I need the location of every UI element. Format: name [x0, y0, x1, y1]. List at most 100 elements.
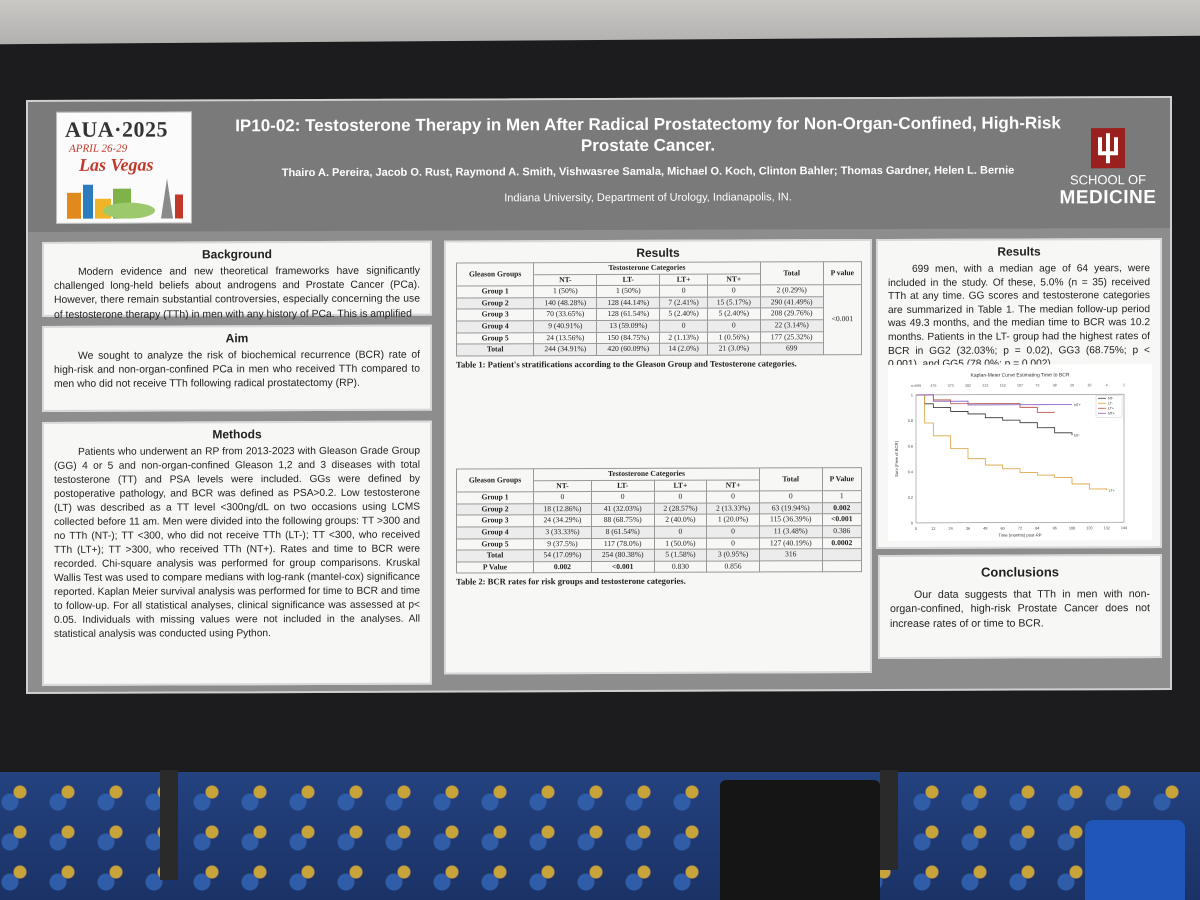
- table-2-col-nt-plus: NT+: [706, 479, 760, 492]
- at-risk-label: 107: [1017, 384, 1023, 388]
- y-tick-label: 1: [911, 393, 913, 397]
- table-cell: 21 (3.0%): [707, 343, 761, 355]
- y-axis-label: Surv (Free of BCR): [894, 440, 899, 476]
- table-cell: 128 (61.54%): [596, 308, 660, 321]
- at-risk-label: 479: [930, 384, 936, 388]
- km-series-2: [916, 394, 1055, 413]
- table-cell: 3 (33.33%): [533, 526, 592, 539]
- methods-text: Patients who underwent an RP from 2013-2…: [54, 445, 420, 640]
- km-series-1: [916, 394, 1108, 491]
- table-cell: 0.0002: [822, 537, 862, 549]
- research-poster: AUA·2025 APRIL 26-29 Las Vegas IP10-02: …: [26, 95, 1172, 695]
- table-cell: <0.001: [591, 561, 655, 573]
- table-cell: 140 (48.28%): [533, 297, 597, 310]
- table-cell: 316: [759, 548, 823, 561]
- table-cell: 0: [533, 491, 592, 504]
- row-label: Group 3: [456, 309, 534, 321]
- y-tick-label: 0.8: [908, 419, 913, 423]
- table-cell: 115 (36.39%): [759, 514, 823, 526]
- aua-logo-dates: APRIL 26-29: [69, 142, 128, 155]
- results-tables-heading: Results: [636, 245, 680, 260]
- table-2-grid: Gleason Groups Testosterone Categories T…: [456, 467, 862, 574]
- iu-logo-line2: MEDICINE: [1059, 187, 1157, 209]
- results-tables-panel: Results Gleason Groups Testosterone Cate…: [444, 239, 872, 675]
- table-cell: 150 (84.75%): [596, 331, 660, 344]
- legend-label: NT-: [1108, 397, 1115, 401]
- table-cell: 2 (1.13%): [659, 331, 708, 344]
- table-cell: 9 (40.91%): [533, 320, 597, 333]
- table-cell: 24 (34.29%): [533, 514, 592, 527]
- table-2-gleason-header: Gleason Groups: [456, 468, 534, 493]
- table-cell: 699: [760, 342, 824, 355]
- table-row: Total 244 (34.91%) 420 (60.09%) 14 (2.0%) 21…: [456, 342, 862, 356]
- poster-header: AUA·2025 APRIL 26-29 Las Vegas IP10-02: …: [28, 98, 1170, 232]
- legend-label: LT-: [1108, 402, 1114, 406]
- poster-affiliation: Indiana University, Department of Urolog…: [504, 191, 792, 205]
- results-text-heading: Results: [997, 244, 1041, 259]
- table-cell: <0.001: [822, 513, 862, 526]
- series-end-label: NT+: [1074, 403, 1081, 407]
- table-cell: 1 (0.56%): [707, 331, 761, 344]
- table-cell: 5 (2.40%): [659, 308, 708, 321]
- table-cell: 1 (50%): [533, 285, 597, 298]
- table-cell: 9 (37.5%): [533, 538, 592, 550]
- table-cell: 0.386: [822, 525, 862, 538]
- x-tick-label: 72: [1018, 527, 1022, 531]
- conclusions-text: Our data suggests that TTh in men with n…: [890, 588, 1150, 630]
- x-tick-label: 132: [1103, 526, 1109, 530]
- table-cell: 0.856: [706, 560, 760, 573]
- x-tick-label: 0: [915, 527, 917, 531]
- table-cell: 0: [654, 526, 707, 538]
- row-label: Group 3: [456, 515, 534, 527]
- table-cell: 208 (29.76%): [760, 308, 824, 320]
- table-cell: 1 (20.0%): [706, 514, 760, 527]
- aua-conference-logo: AUA·2025 APRIL 26-29 Las Vegas: [56, 111, 192, 224]
- table-cell: 0: [707, 285, 761, 297]
- km-series-0: [916, 394, 1073, 436]
- table-cell: 2 (28.57%): [654, 502, 707, 515]
- results-text-panel: Results 699 men, with a median age of 64…: [876, 238, 1162, 550]
- table-1-col-nt-minus: NT-: [533, 274, 597, 286]
- plot-frame: [915, 393, 1125, 524]
- carpet-floor: [0, 772, 1200, 900]
- row-label: Group 2: [456, 297, 534, 310]
- chart-title: Kaplan-Meier Curve Estimating Time to BC…: [971, 372, 1070, 378]
- table-cell: 14 (2.0%): [659, 343, 708, 356]
- board-leg-right: [880, 770, 898, 870]
- table-cell-empty: [822, 560, 862, 573]
- table-cell: 290 (41.49%): [760, 296, 824, 309]
- x-tick-label: 84: [1035, 526, 1039, 530]
- results-text-body: 699 men, with a median age of 64 years, …: [888, 263, 1150, 370]
- x-tick-label: 48: [983, 527, 987, 531]
- at-risk-label: 373: [948, 384, 954, 388]
- x-tick-label: 60: [1001, 527, 1005, 531]
- at-risk-label: n=699: [911, 384, 921, 388]
- row-label: Total: [456, 343, 534, 356]
- row-label: Group 5: [456, 332, 534, 345]
- row-label: Total: [456, 549, 534, 562]
- table-1-pvalue-cell: <0.001: [823, 284, 862, 355]
- legend-box: [1095, 394, 1123, 418]
- row-label: Group 1: [456, 285, 534, 298]
- row-label: P Value: [456, 561, 534, 574]
- y-tick-label: 0.4: [908, 470, 913, 474]
- x-tick-label: 24: [949, 527, 953, 531]
- table-cell-empty: [759, 560, 823, 573]
- table-cell: 117 (78.0%): [591, 537, 655, 550]
- x-tick-label: 108: [1069, 526, 1075, 530]
- table-cell: 88 (68.75%): [591, 514, 655, 527]
- table-2-col-pvalue: P Value: [822, 467, 862, 491]
- table-cell: 5 (1.58%): [654, 549, 707, 562]
- x-tick-label: 36: [966, 527, 970, 531]
- table-1-col-lt-minus: LT-: [596, 273, 660, 286]
- table-cell: 2 (13.33%): [706, 502, 760, 515]
- table-2-category-header: Testosterone Categories: [533, 467, 760, 481]
- las-vegas-skyline-icon: [67, 178, 183, 219]
- background-heading: Background: [201, 247, 272, 262]
- aua-logo-city: Las Vegas: [79, 154, 154, 175]
- table-2-caption: Table 2: BCR rates for risk groups and t…: [456, 576, 686, 587]
- table-cell: 3 (0.95%): [706, 549, 760, 561]
- table-cell: 1 (50%): [596, 285, 660, 298]
- table-cell: 15 (5.17%): [707, 296, 761, 309]
- at-risk-label: 153: [1000, 384, 1006, 388]
